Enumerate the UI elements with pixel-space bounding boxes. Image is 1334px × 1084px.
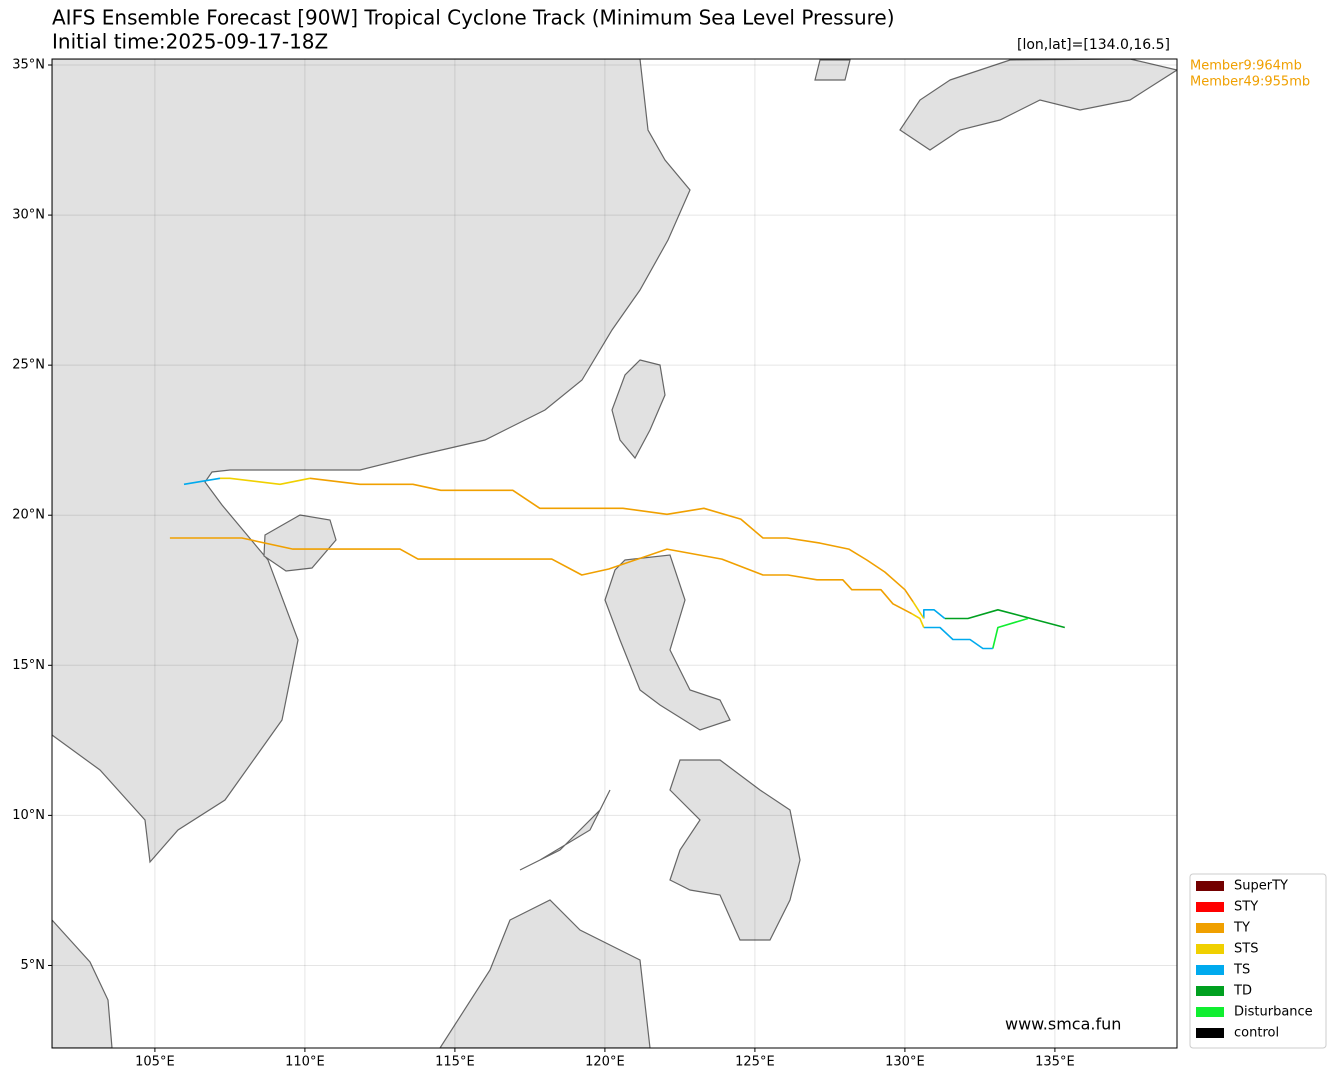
watermark: www.smca.fun [1005, 1015, 1121, 1034]
legend-swatch [1196, 1007, 1224, 1017]
position-label: [lon,lat]=[134.0,16.5] [1017, 37, 1170, 53]
track-segment [169, 537, 913, 615]
track-segment [944, 608, 1066, 629]
legend-swatch [1196, 881, 1224, 891]
legend-swatch [1196, 944, 1224, 954]
member-label: Member9:964mb [1190, 59, 1302, 74]
legend-frame [1189, 873, 1327, 1049]
legend-swatch [1196, 1028, 1224, 1038]
legend-swatch [1196, 902, 1224, 912]
track-segment [912, 601, 925, 619]
plot-frame [51, 58, 1178, 1049]
x-tick-label: 120°E [585, 1055, 625, 1070]
track-segment [922, 608, 946, 620]
legend-label: STS [1234, 942, 1258, 957]
borneo [439, 899, 651, 1048]
korea [814, 59, 851, 81]
legend-label: SuperTY [1234, 879, 1288, 894]
legend-label: STY [1234, 900, 1258, 915]
y-tick-label: 5°N [21, 958, 46, 973]
mindanao [669, 759, 801, 941]
member-label: Member49:955mb [1190, 75, 1310, 90]
x-tick-label: 135°E [1035, 1055, 1075, 1070]
track-segment [309, 477, 914, 603]
track-segment [220, 477, 311, 486]
luzon [604, 554, 731, 731]
hainan [263, 514, 337, 572]
mainland [52, 59, 691, 864]
y-tick-label: 25°N [12, 358, 45, 373]
legend-swatch [1196, 986, 1224, 996]
chart-subtitle: Initial time:2025-09-17-18Z [52, 30, 328, 54]
legend-swatch [1196, 965, 1224, 975]
track-segment [911, 613, 925, 628]
legend-label: Disturbance [1234, 1005, 1313, 1020]
y-tick-label: 15°N [12, 658, 45, 673]
chart-title: AIFS Ensemble Forecast [90W] Tropical Cy… [52, 6, 895, 30]
tracks [169, 477, 1066, 650]
grid [52, 59, 1177, 1048]
legend-label: TY [1233, 921, 1250, 936]
legend-label: control [1234, 1026, 1279, 1041]
japan [899, 59, 1177, 151]
x-tick-label: 125°E [735, 1055, 775, 1070]
x-tick-label: 130°E [885, 1055, 925, 1070]
x-tick-label: 105°E [135, 1055, 175, 1070]
land [52, 59, 1177, 1048]
legend-label: TD [1233, 984, 1252, 999]
peninsula [52, 919, 113, 1048]
y-tick-label: 10°N [12, 808, 45, 823]
x-tick-label: 115°E [435, 1055, 475, 1070]
x-tick-label: 110°E [285, 1055, 325, 1070]
track-segment [183, 477, 221, 486]
track-segment [992, 617, 1029, 649]
y-tick-label: 30°N [12, 208, 45, 223]
taiwan [611, 359, 666, 460]
legend-label: TS [1233, 963, 1250, 978]
y-tick-label: 20°N [12, 508, 45, 523]
y-tick-label: 35°N [12, 58, 45, 73]
palawan [519, 789, 611, 871]
legend-swatch [1196, 923, 1224, 933]
track-segment [923, 626, 993, 650]
